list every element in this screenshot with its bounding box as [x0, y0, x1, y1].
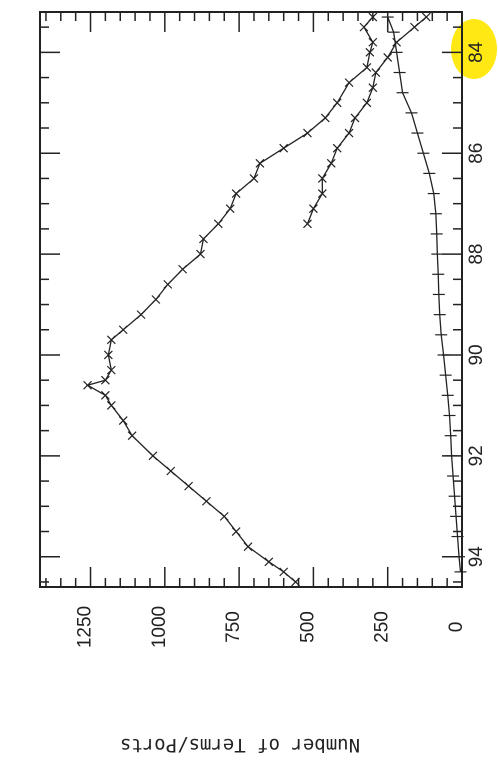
- x-tick-label: 92: [466, 445, 487, 466]
- series-1-point: [225, 204, 235, 214]
- series-1-point: [199, 234, 208, 244]
- series-2-point: [303, 219, 312, 229]
- series-2-point: [421, 12, 431, 22]
- series-2-point: [362, 98, 372, 108]
- y-tick-label: 500: [297, 611, 318, 643]
- y-tick-label: 0: [446, 622, 467, 633]
- series-1-point: [100, 390, 110, 400]
- series-1-point: [83, 380, 92, 390]
- series-1-point: [103, 350, 113, 360]
- series-1-point: [184, 481, 194, 491]
- x-tick-label: 94: [466, 546, 487, 568]
- series-1-point: [219, 511, 229, 521]
- series-1-point: [231, 527, 241, 536]
- y-tick-label: 250: [372, 611, 393, 643]
- series-2-point: [332, 143, 342, 153]
- series-2-point: [326, 158, 336, 168]
- series-1-point: [365, 47, 375, 57]
- series-1-point: [291, 577, 301, 587]
- series-2-point: [392, 37, 402, 47]
- series-2-point: [371, 68, 381, 77]
- series-1-point: [344, 78, 354, 88]
- series-1-point: [368, 37, 378, 47]
- series-1-point: [100, 375, 110, 385]
- x-tick-label: 86: [466, 143, 487, 164]
- series-1-line: [85, 16, 374, 583]
- data-series: [83, 12, 467, 587]
- series-1-point: [178, 264, 188, 274]
- series-1-point: [106, 335, 116, 345]
- series-1-point: [320, 113, 330, 123]
- series-1-point: [249, 174, 259, 183]
- y-tick-label: 1250: [75, 606, 96, 648]
- series-1-point: [213, 219, 223, 229]
- series-2-point: [350, 113, 360, 123]
- plot-frame: [39, 11, 463, 588]
- series-1-point: [243, 542, 253, 552]
- y-axis-title: Number of Terms/Ports: [120, 734, 360, 756]
- series-1-point: [303, 128, 312, 138]
- series-2-line: [306, 16, 427, 225]
- series-2-point: [344, 128, 354, 138]
- series-2-point: [317, 189, 327, 199]
- series-1-point: [279, 567, 289, 577]
- series-2-point: [410, 22, 419, 32]
- series-1-point: [118, 416, 128, 425]
- series-1-point: [166, 466, 176, 476]
- series-1-point: [136, 310, 146, 320]
- series-1-point: [118, 325, 128, 335]
- series-1-point: [332, 98, 342, 108]
- series-3-line: [387, 16, 462, 572]
- y-tick-label: 750: [223, 611, 244, 643]
- series-1-point: [362, 63, 372, 72]
- series-1-point: [127, 431, 137, 441]
- series-1-point: [148, 451, 158, 461]
- series-1-point: [255, 158, 265, 168]
- series-1-point: [151, 295, 161, 304]
- series-1-point: [196, 249, 205, 259]
- series-1-point: [359, 22, 369, 32]
- series-1-point: [279, 143, 289, 153]
- series-2-point: [308, 204, 318, 214]
- series-1-point: [106, 400, 116, 410]
- series-2-point: [317, 174, 327, 183]
- series-1-point: [264, 557, 274, 567]
- series-1-point: [163, 279, 173, 289]
- tick-labels: 84 86 88 90 92 94 0 250 500 750 1000 1250: [75, 41, 487, 648]
- series-1-point: [201, 496, 211, 506]
- x-tick-label: 90: [466, 344, 487, 365]
- series-2-point: [383, 52, 393, 62]
- series-1-point: [106, 365, 116, 375]
- series-1-point: [231, 189, 241, 199]
- series-1-point: [368, 12, 378, 22]
- series-2-point: [368, 83, 378, 93]
- y-tick-label: 1000: [149, 606, 170, 648]
- x-tick-label: 84: [466, 41, 487, 63]
- axis-ticks: [40, 12, 463, 587]
- x-tick-label: 88: [466, 244, 487, 265]
